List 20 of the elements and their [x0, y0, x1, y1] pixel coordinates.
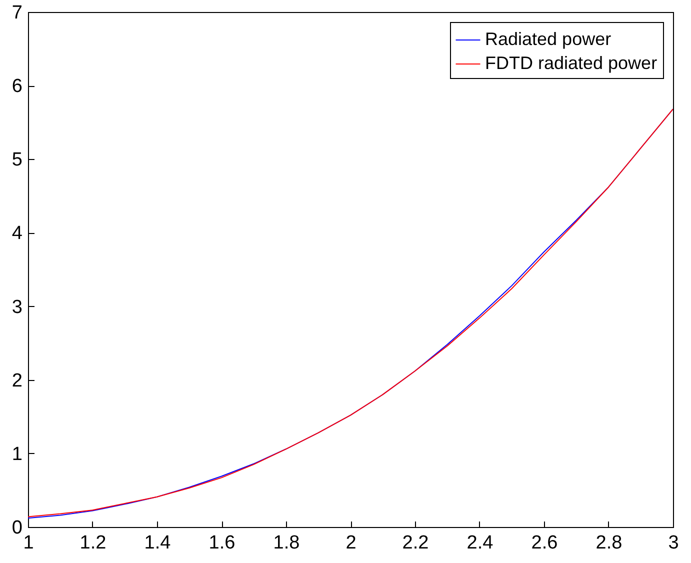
y-tick-label: 2 — [12, 370, 22, 392]
x-tick-label: 1.6 — [208, 532, 236, 554]
y-tick-label: 4 — [12, 223, 23, 244]
x-tick-label: 3 — [668, 532, 679, 554]
y-tick-label: 5 — [12, 150, 22, 171]
x-tick-label: 2.2 — [402, 532, 429, 554]
x-tick-label: 1.8 — [273, 532, 300, 554]
y-tick-label: 7 — [12, 2, 22, 24]
x-tick-label: 1.2 — [80, 532, 106, 554]
y-tick-label: 3 — [12, 296, 22, 318]
legend-label: Radiated power — [485, 29, 612, 49]
x-tick-label: 2.8 — [596, 532, 622, 554]
y-tick-label: 1 — [12, 444, 22, 465]
x-tick-label: 1.4 — [144, 532, 172, 554]
y-tick-label: 6 — [12, 76, 22, 98]
x-tick-label: 2 — [346, 532, 356, 554]
x-tick-label: 2.4 — [466, 532, 494, 554]
y-tick-label: 0 — [12, 518, 22, 538]
legend-label: FDTD radiated power — [485, 53, 658, 73]
x-tick-label: 2.6 — [531, 532, 558, 554]
